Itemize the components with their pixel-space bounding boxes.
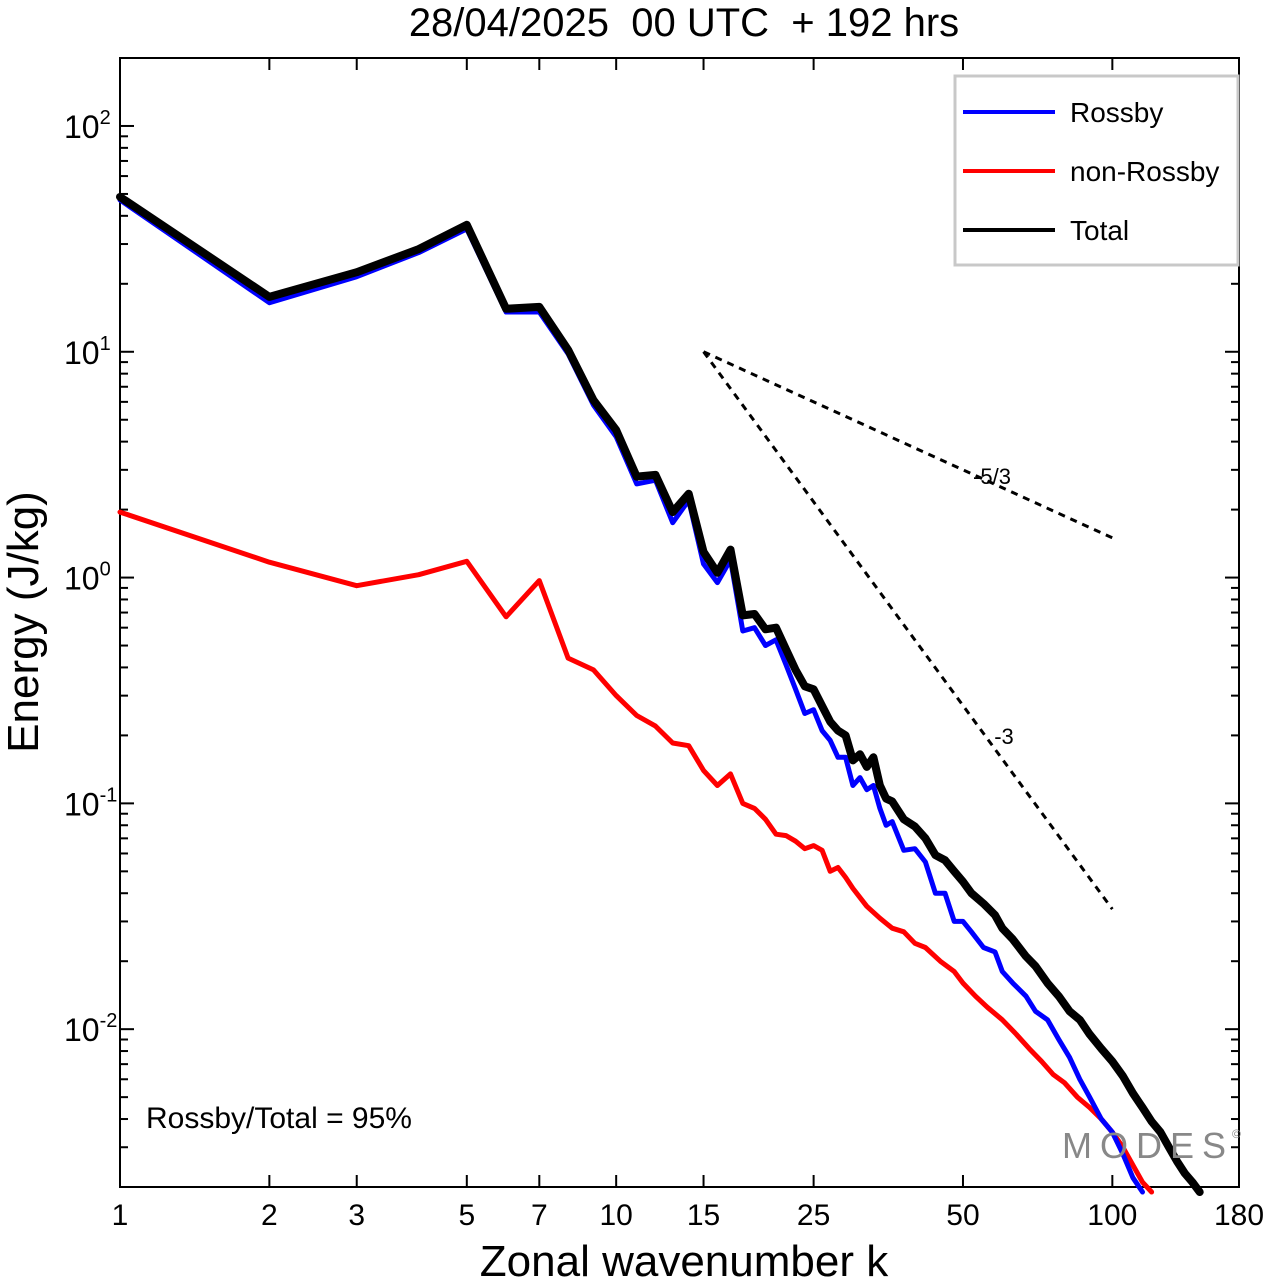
- series-lines: [116, 192, 1204, 1196]
- y-tick-label: 10-1: [64, 784, 117, 822]
- chart-title: 28/04/2025 00 UTC + 192 hrs: [409, 1, 959, 45]
- x-tick-label: 7: [531, 1199, 548, 1232]
- x-tick-label: 50: [946, 1199, 979, 1232]
- x-tick-label: 5: [458, 1199, 475, 1232]
- y-tick-label: 102: [64, 107, 111, 145]
- x-tick-label: 25: [797, 1199, 830, 1232]
- x-tick-label: 10: [599, 1199, 632, 1232]
- x-tick-label: 180: [1214, 1199, 1264, 1232]
- legend: Rossby non-Rossby Total: [953, 74, 1240, 267]
- reference-slopes: -5/3 -3: [702, 350, 1114, 911]
- x-tick-label: 1: [112, 1199, 129, 1232]
- legend-label: non-Rossby: [1070, 156, 1219, 187]
- y-tick-label: 101: [64, 333, 111, 371]
- reference-slope-line: [702, 350, 1114, 911]
- x-tick-labels: 1 2 3 5 7 10 15 25 50 100 180: [112, 1199, 1264, 1232]
- reference-slope-label: -5/3: [973, 464, 1011, 489]
- modes-watermark: MODES: [1062, 1125, 1234, 1166]
- axis-ticks: [119, 57, 1240, 1188]
- reference-slope-line: [702, 350, 1113, 540]
- y-axis-label: Energy (J/kg): [0, 491, 48, 753]
- y-tick-labels: 102 101 100 10-1 10-2: [64, 107, 117, 1048]
- x-tick-label: 2: [261, 1199, 278, 1232]
- x-tick-label: 100: [1087, 1199, 1137, 1232]
- y-tick-label: 10-2: [64, 1010, 117, 1048]
- series-line-total: [116, 192, 1204, 1196]
- legend-label: Rossby: [1070, 97, 1163, 128]
- x-tick-label: 3: [348, 1199, 365, 1232]
- legend-label: Total: [1070, 215, 1129, 246]
- y-tick-label: 100: [64, 559, 111, 597]
- plot-area: [119, 57, 1240, 1188]
- series-line-non-rossby: [117, 509, 1155, 1195]
- copyright-icon: ©: [1232, 1127, 1241, 1141]
- rossby-ratio-annotation: Rossby/Total = 95%: [146, 1102, 412, 1135]
- reference-slope-label: -3: [994, 724, 1014, 749]
- x-axis-label: Zonal wavenumber k: [480, 1237, 889, 1281]
- x-tick-label: 15: [687, 1199, 720, 1232]
